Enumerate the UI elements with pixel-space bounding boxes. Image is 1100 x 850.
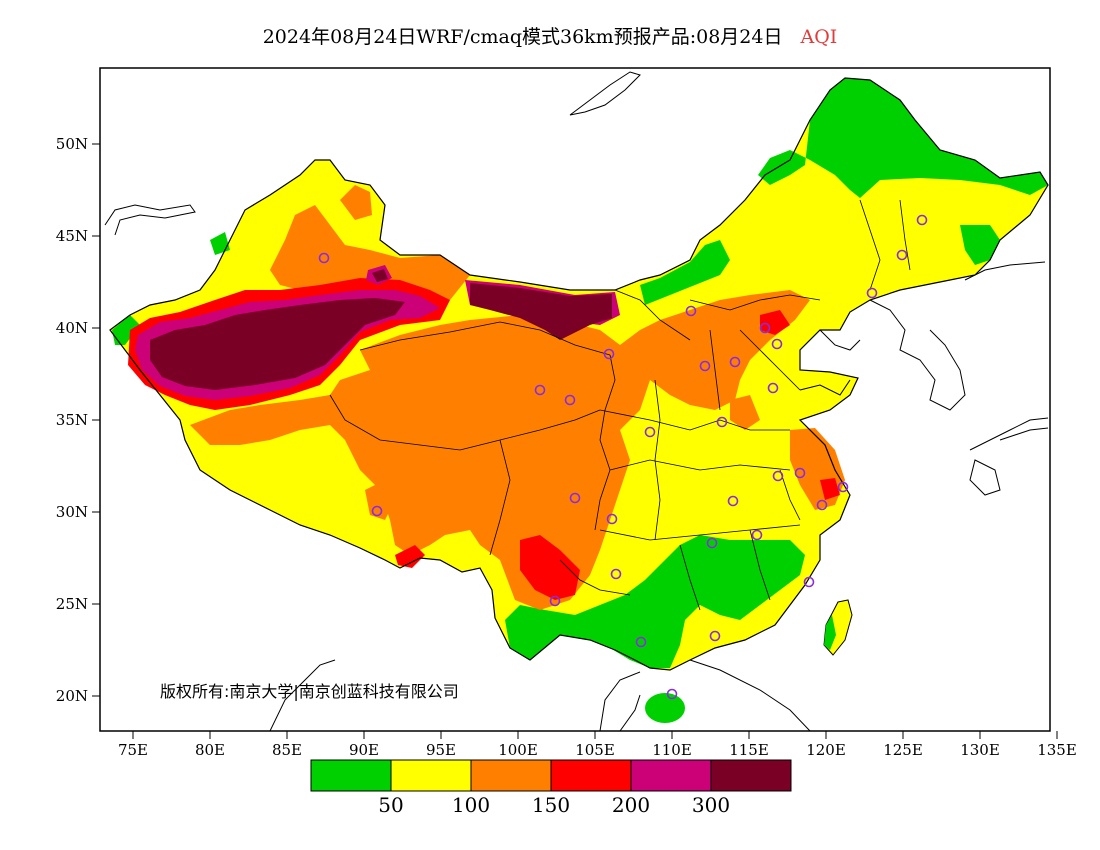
city-marker (767, 382, 779, 394)
region-orange-xinjiang-north (270, 205, 470, 305)
lon-tick-label: 90E (349, 741, 379, 759)
city-marker (610, 568, 622, 580)
city-marker (896, 249, 908, 261)
province-boundaries (329, 199, 911, 611)
city-marker (371, 505, 383, 517)
region-hazardous-alxa (470, 283, 612, 340)
legend-swatch (710, 759, 792, 792)
city-marker (603, 348, 615, 360)
city-markers (318, 214, 928, 700)
lon-tick-label: 120E (806, 741, 846, 759)
island-hainan (645, 693, 685, 723)
map-content (104, 71, 1049, 731)
lon-tick-label: 115E (729, 741, 769, 759)
lat-tick-label: 50N (56, 135, 88, 153)
legend-swatch (470, 759, 552, 792)
lon-tick-label: 75E (118, 741, 148, 759)
city-marker (729, 356, 741, 368)
title-main: 2024年08月24日WRF/cmaq模式36km预报产品:08月24日 (262, 26, 783, 48)
city-marker (837, 481, 849, 493)
region-red-hebei (760, 310, 790, 335)
legend-swatch (630, 759, 712, 792)
lat-tick-label: 30N (56, 503, 88, 521)
legend-swatch (550, 759, 632, 792)
island-taiwan-green (824, 615, 836, 650)
city-marker (751, 529, 763, 541)
longitude-axis: 75E 80E 85E 90E 95E 100E 105E 110E 115E 120E 125E 1… (118, 731, 1077, 759)
lat-tick-label: 25N (56, 595, 88, 613)
map-title: 2024年08月24日WRF/cmaq模式36km预报产品:08月24日 AQI (0, 22, 1100, 49)
city-marker (666, 688, 678, 700)
legend-swatch (390, 759, 472, 792)
region-green-xinjiang-west (112, 315, 140, 345)
color-legend: 50 100 150 200 300 (310, 759, 792, 817)
region-hazardous-taklimakan (150, 298, 405, 390)
map-frame (99, 67, 1051, 732)
lon-tick-label: 105E (575, 741, 615, 759)
region-red-tibet-south (395, 545, 425, 568)
city-marker (606, 513, 618, 525)
city-marker (318, 252, 330, 264)
region-red-southwest (520, 535, 580, 600)
city-marker (635, 636, 647, 648)
national-border (109, 77, 1049, 671)
lat-tick-label: 35N (56, 411, 88, 429)
lat-tick-label: 45N (56, 227, 88, 245)
lon-tick-label: 95E (426, 741, 456, 759)
lon-tick-label: 135E (1037, 741, 1077, 759)
city-marker (716, 416, 728, 428)
legend-label: 200 (612, 793, 650, 817)
neighbor-coastlines (104, 71, 1049, 731)
lon-tick-label: 100E (498, 741, 538, 759)
city-marker (727, 495, 739, 507)
city-marker (771, 338, 783, 350)
city-marker (866, 287, 878, 299)
city-marker (772, 470, 784, 482)
lon-tick-label: 130E (960, 741, 1000, 759)
legend-label: 300 (692, 793, 730, 817)
legend-swatch (310, 759, 392, 792)
legend-label: 100 (452, 793, 490, 817)
city-marker (685, 305, 697, 317)
city-marker (699, 360, 711, 372)
city-marker (549, 595, 561, 607)
city-marker (569, 492, 581, 504)
lon-tick-label: 110E (652, 741, 692, 759)
city-marker (916, 214, 928, 226)
lon-tick-label: 85E (272, 741, 302, 759)
lon-tick-label: 80E (195, 741, 225, 759)
legend-label: 50 (378, 793, 403, 817)
lat-tick-label: 40N (56, 319, 88, 337)
lon-tick-label: 125E (883, 741, 923, 759)
region-orange-jinan (730, 395, 760, 430)
region-green-inner-mongolia (640, 240, 730, 305)
legend-label: 150 (532, 793, 570, 817)
region-red-shanghai (820, 478, 840, 500)
region-orange-xinjiang-ne (340, 185, 372, 220)
city-marker (709, 630, 721, 642)
lat-tick-label: 20N (56, 687, 88, 705)
region-orange-central (190, 290, 810, 610)
city-marker (644, 426, 656, 438)
latitude-axis: 50N 45N 40N 35N 30N 25N 20N (56, 135, 100, 705)
city-marker (794, 467, 806, 479)
copyright-credit: 版权所有:南京大学|南京创蓝科技有限公司 (160, 682, 459, 701)
region-green-south (505, 535, 805, 668)
city-marker (534, 384, 546, 396)
city-marker (564, 394, 576, 406)
title-parameter: AQI (800, 26, 838, 48)
city-marker (706, 537, 718, 549)
city-marker (759, 322, 771, 334)
region-green-east (960, 225, 1000, 265)
region-green-northeast (758, 78, 1048, 198)
city-marker (803, 576, 815, 588)
region-hazardous-blob (372, 269, 388, 282)
city-marker (816, 499, 828, 511)
